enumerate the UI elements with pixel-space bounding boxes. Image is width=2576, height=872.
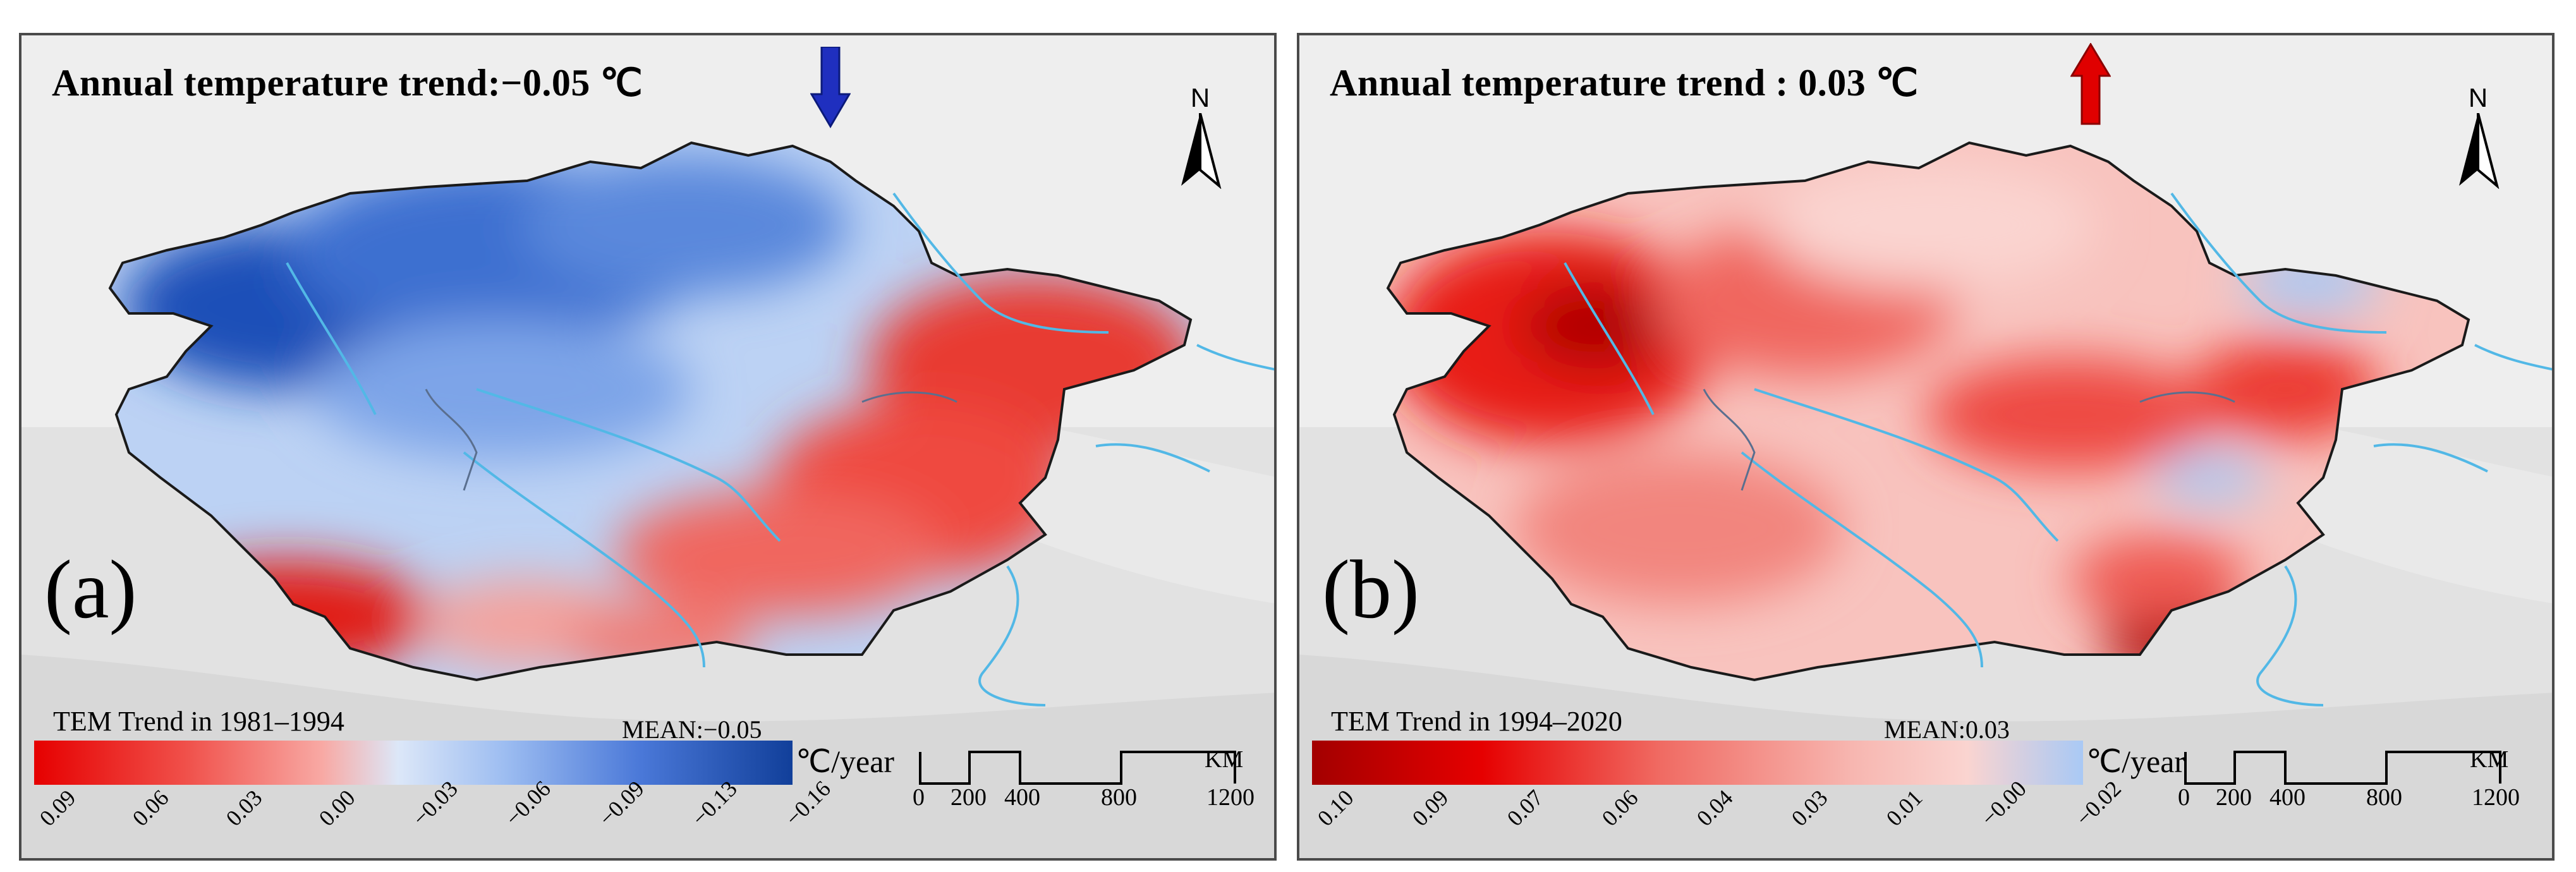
panel-label: (b) [1322, 543, 1419, 636]
scale-label: 1200 [2472, 784, 2520, 811]
compass-arrow-icon [2459, 112, 2500, 190]
scale-label: 800 [1101, 784, 1137, 811]
legend-title: TEM Trend in 1981–1994 [53, 706, 344, 737]
panel-label: (a) [44, 543, 137, 636]
scale-label: 200 [951, 784, 987, 811]
scale-label: 400 [1004, 784, 1040, 811]
mean-value: MEAN:−0.05 [622, 715, 762, 744]
scale-label: 200 [2216, 784, 2252, 811]
north-label: N [1190, 83, 1210, 112]
compass-arrow-icon [1181, 112, 1222, 190]
scale-label: 0 [913, 784, 925, 811]
map-panel-b: Annual temperature trend : 0.03 ℃ N (b) … [1297, 33, 2555, 861]
mean-value: MEAN:0.03 [1884, 715, 2010, 744]
legend-title: TEM Trend in 1994–2020 [1331, 706, 1622, 737]
scale-label: 800 [2366, 784, 2402, 811]
panel-title: Annual temperature trend:−0.05 ℃ [52, 62, 643, 104]
map-canvas [21, 35, 1274, 858]
north-arrow: N [1178, 83, 1222, 192]
colorbar [34, 741, 793, 785]
rivers [1564, 192, 2552, 706]
colorbar [1312, 741, 2083, 785]
arrow-down-icon [810, 47, 851, 128]
map-canvas [1299, 35, 2552, 858]
arrow-up-icon [2070, 43, 2111, 125]
scale-unit: KM [1205, 746, 1244, 773]
map-panel-a: Annual temperature trend:−0.05 ℃ N (a) T… [19, 33, 1277, 861]
region-outline [108, 141, 1193, 682]
scale-label: 0 [2178, 784, 2190, 811]
scale-unit: KM [2470, 746, 2509, 773]
north-arrow: N [2456, 83, 2500, 192]
scale-bar-line [919, 751, 1236, 785]
colorbar-unit: ℃/year [796, 744, 895, 779]
rivers [286, 192, 1274, 706]
panel-title: Annual temperature trend : 0.03 ℃ [1330, 62, 1919, 104]
scale-bar-line [2184, 751, 2501, 785]
north-label: N [2468, 83, 2488, 112]
scale-label: 1200 [1206, 784, 1255, 811]
region-outline [1386, 141, 2470, 682]
colorbar-unit: ℃/year [2086, 744, 2185, 779]
scale-label: 400 [2269, 784, 2306, 811]
